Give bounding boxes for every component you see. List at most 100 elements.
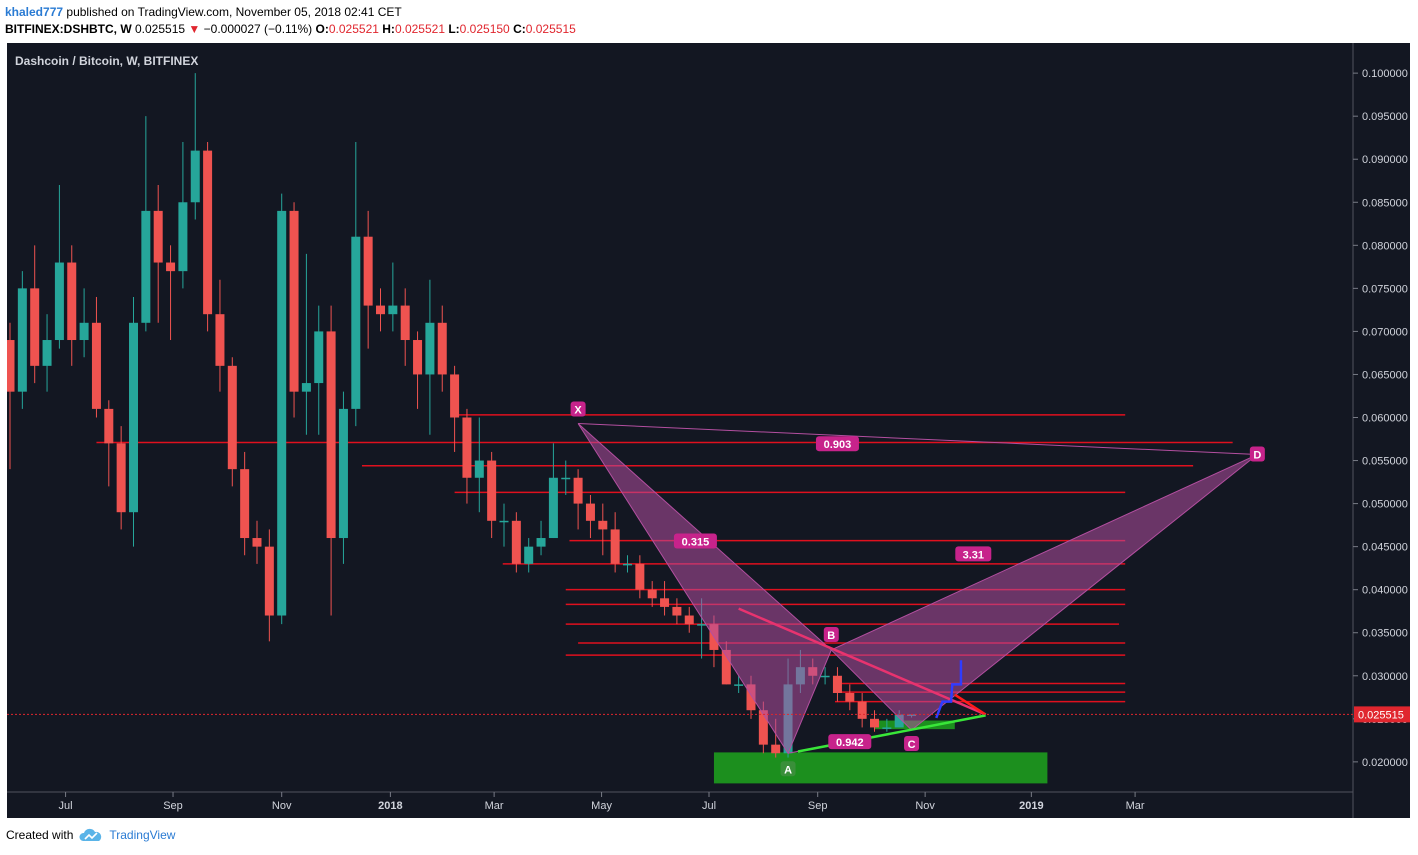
y-tick-label: 0.065000 [1362, 369, 1408, 381]
candle-body [524, 546, 534, 564]
projection-path [935, 660, 963, 719]
candle-body [499, 520, 509, 523]
candle-body [178, 202, 188, 272]
tradingview-link[interactable]: TradingView [79, 828, 175, 842]
x-tick-label: 2018 [378, 800, 402, 812]
candle-body [832, 675, 842, 693]
candle-body [450, 374, 460, 418]
trend-line-pink [738, 607, 987, 716]
candle-body [672, 606, 682, 616]
low-label: L: [448, 22, 460, 36]
candle-body [277, 210, 287, 616]
author-link[interactable]: khaled777 [5, 5, 64, 19]
candle-body [326, 331, 336, 539]
candle-body [301, 383, 311, 392]
point-label-a: A [784, 764, 792, 776]
candle-body [623, 563, 632, 566]
ratio-label-bg [828, 734, 872, 750]
candle-body [734, 684, 744, 686]
candle-body [203, 150, 213, 315]
candle-body [42, 340, 52, 366]
open-label: O: [315, 22, 329, 36]
candle-body [413, 340, 423, 375]
candle-body [104, 408, 114, 444]
point-label-b-bg [823, 626, 839, 642]
candle-body [116, 443, 126, 513]
candle-body [684, 615, 694, 625]
publish-line: khaled777 published on TradingView.com, … [5, 4, 576, 21]
high-value: 0.025521 [394, 22, 445, 36]
candle-body [647, 589, 657, 599]
candle-body [771, 744, 781, 754]
candle-body [400, 305, 410, 341]
pattern-bcd-triangle [830, 454, 1258, 731]
candle-body [746, 684, 756, 711]
candle-body [635, 563, 645, 590]
candle-body [857, 701, 867, 719]
last-price-tag [1354, 706, 1410, 723]
candle-body [870, 718, 879, 728]
candle-body [598, 520, 608, 530]
x-tick-label: Mar [1126, 800, 1145, 812]
point-label-d: D [1253, 450, 1261, 462]
point-label-a-bg [780, 761, 796, 777]
candle-body [437, 322, 447, 375]
candle-body [882, 727, 892, 729]
candle-body [585, 503, 595, 521]
candle-body [289, 210, 299, 392]
candle-body [215, 314, 225, 366]
open-value: 0.025521 [328, 22, 379, 36]
y-tick-label: 0.030000 [1362, 671, 1408, 683]
price-axis-background [1353, 43, 1410, 818]
y-tick-label: 0.045000 [1362, 542, 1408, 554]
x-tick-label: Sep [163, 800, 183, 812]
candle-body [561, 477, 571, 480]
y-tick-label: 0.100000 [1362, 68, 1408, 80]
candle-body [660, 598, 670, 607]
candle-body [252, 538, 262, 547]
y-tick-label: 0.090000 [1362, 154, 1408, 166]
candle-body [17, 288, 27, 392]
created-with-text: Created with [6, 828, 74, 842]
close-value: 0.025515 [525, 22, 576, 36]
candle-body [338, 408, 348, 539]
candle-body [67, 262, 77, 341]
point-label-x-bg [570, 401, 586, 417]
candle-body [7, 340, 15, 392]
time-axis-background [7, 792, 1353, 818]
plot-area[interactable]: X A B C D 0.315 0.942 3.31 0.903 [6, 73, 1354, 784]
x-tick-label: Nov [915, 800, 935, 812]
candle-body [351, 236, 361, 409]
candle-body [697, 624, 707, 626]
x-tick-label: May [591, 800, 612, 812]
candle-body [240, 469, 250, 539]
low-value: 0.025150 [459, 22, 510, 36]
point-label-x: X [574, 405, 582, 417]
y-tick-label: 0.070000 [1362, 326, 1408, 338]
point-label-d-bg [1249, 446, 1265, 462]
candle-body [548, 477, 558, 539]
down-arrow-icon: ▼ [188, 22, 201, 36]
y-tick-label: 0.060000 [1362, 413, 1408, 425]
ratio-label: 0.315 [682, 536, 710, 548]
candle-body [487, 460, 497, 521]
candle-body [388, 305, 398, 315]
publish-info: published on TradingView.com, November 0… [66, 5, 402, 19]
point-label-b: B [827, 630, 835, 642]
x-tick-label: 2019 [1019, 800, 1043, 812]
tradingview-brand: TradingView [109, 828, 176, 842]
candle-body [462, 417, 472, 478]
candle-body [536, 538, 546, 547]
candle-body [845, 692, 855, 702]
y-tick-label: 0.075000 [1362, 283, 1408, 295]
candle-body [363, 236, 373, 306]
ratio-label: 0.903 [824, 439, 852, 451]
candle-body [54, 262, 64, 341]
close-label: C: [513, 22, 526, 36]
y-tick-label: 0.055000 [1362, 456, 1408, 468]
y-tick-label: 0.085000 [1362, 197, 1408, 209]
candle-body [758, 710, 768, 745]
candle-body [153, 210, 163, 263]
price-change: −0.000027 (−0.11%) [203, 22, 313, 36]
